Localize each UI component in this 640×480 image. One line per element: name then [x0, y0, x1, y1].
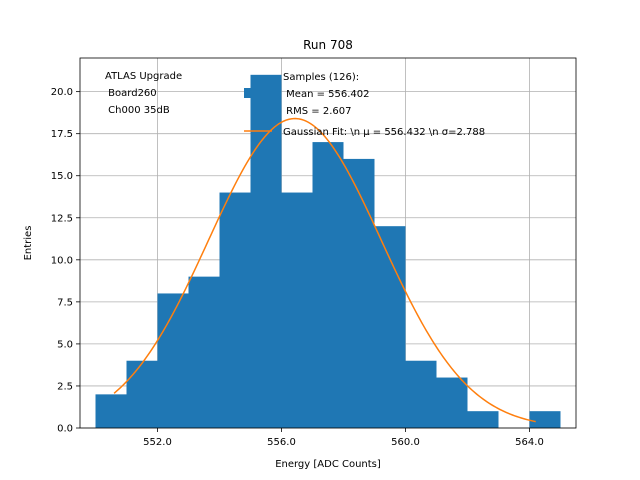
histogram-bar-7	[312, 142, 344, 428]
histogram-bar-0	[95, 394, 127, 428]
y-tick-label-6: 15.0	[51, 171, 73, 182]
legend-samples-swatch	[244, 88, 272, 98]
x-tick-label-0: 552.0	[143, 437, 172, 448]
histogram-bar-9	[374, 226, 406, 428]
chart-title: Run 708	[303, 38, 353, 52]
histogram-bar-1	[126, 360, 158, 428]
histogram-bar-4	[219, 192, 251, 428]
annotation-line-1: ATLAS Upgrade	[105, 71, 182, 82]
histogram-bar-2	[157, 293, 189, 428]
y-axis-label: Entries	[23, 226, 34, 261]
y-tick-label-1: 2.5	[57, 381, 73, 392]
legend-samples-line-2: Mean = 556.402	[283, 89, 370, 100]
legend-samples-line-1: Samples (126):	[283, 72, 359, 83]
annotation-line-2: Board260	[105, 88, 157, 99]
legend: Samples (126): Mean = 556.402 RMS = 2.60…	[244, 72, 485, 138]
histogram-bar-10	[405, 360, 437, 428]
x-axis: 552.0 556.0 560.0 564.0	[143, 428, 544, 448]
legend-fit-label: Gaussian Fit: \n μ = 556.432 \n σ=2.788	[283, 127, 485, 138]
histogram-bar-5	[250, 74, 282, 429]
y-tick-label-4: 10.0	[51, 255, 73, 266]
histogram-bar-12	[467, 411, 499, 428]
histogram-bar-11	[436, 377, 468, 428]
histogram-bars	[95, 74, 561, 429]
x-tick-label-3: 564.0	[515, 437, 544, 448]
y-tick-label-5: 12.5	[51, 213, 73, 224]
histogram-bar-14	[529, 411, 561, 428]
gaussian-fit-curve	[113, 117, 536, 423]
y-tick-label-3: 7.5	[57, 297, 73, 308]
y-tick-label-0: 0.0	[57, 424, 73, 435]
y-axis: 0.0 2.5 5.0 7.5 10.0 12.5 15.0 17.5 20.0	[51, 87, 80, 435]
x-axis-label: Energy [ADC Counts]	[275, 459, 381, 470]
x-tick-label-1: 556.0	[267, 437, 296, 448]
annotation-line-3: Ch000 35dB	[105, 105, 170, 116]
plot-frame	[79, 57, 577, 429]
x-tick-label-2: 560.0	[391, 437, 420, 448]
y-tick-label-7: 17.5	[51, 129, 73, 140]
y-tick-label-8: 20.0	[51, 87, 73, 98]
histogram-bar-3	[188, 276, 220, 428]
y-tick-label-2: 5.0	[57, 339, 73, 350]
histogram-bar-8	[343, 158, 375, 428]
annotation-box: ATLAS Upgrade Board260 Ch000 35dB	[105, 71, 182, 116]
legend-samples-line-3: RMS = 2.607	[283, 106, 351, 117]
histogram-bar-6	[281, 192, 313, 428]
